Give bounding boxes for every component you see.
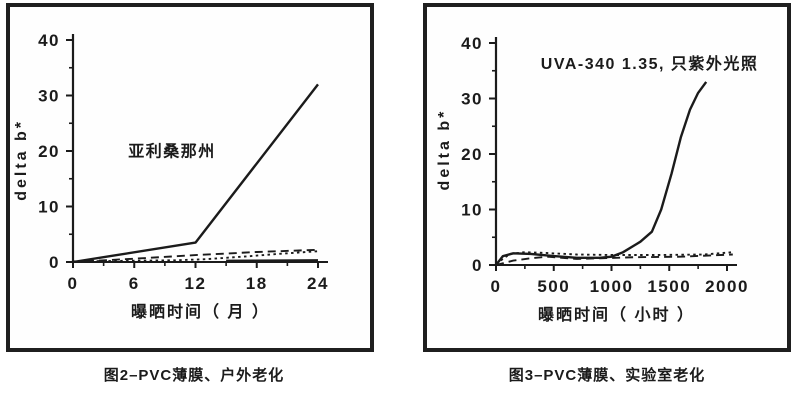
- x-tick-label: 0: [491, 277, 502, 296]
- x-tick-label: 6: [129, 274, 140, 293]
- figure-2-caption: 图2–PVC薄膜、户外老化: [103, 367, 285, 384]
- figure-3-caption: 图3–PVC薄膜、实验室老化: [508, 367, 706, 384]
- y-tick-label: 30: [461, 90, 483, 109]
- x-tick-label: 1500: [647, 277, 691, 296]
- y-tick-label: 40: [461, 34, 483, 53]
- y-tick-label: 30: [38, 87, 60, 106]
- x-axis-title: 曝晒时间（ 小时 ）: [538, 305, 695, 324]
- fig2-outdoor-aging-chart: 0 10 20 30 40 0 6 12 18 24 曝晒时间（ 月 ） delta b* 亚利桑那州: [13, 31, 329, 321]
- x-tick-label: 18: [246, 274, 268, 293]
- series-line-dashed-1: [72, 248, 319, 263]
- y-tick-label: 10: [38, 198, 60, 217]
- x-tick-label: 500: [537, 277, 570, 296]
- series-line-dotted-2: [72, 250, 319, 263]
- fig3-lab-aging-chart: 0 10 20 30 40 0 500 1000 1500 2000 曝晒时间（ 小时 ） delta…: [436, 34, 759, 324]
- x-tick-label: 1000: [590, 277, 634, 296]
- y-axis-title: delta b*: [13, 119, 30, 201]
- series-line-solid-3: [226, 259, 319, 262]
- series-annotation: UVA-340 1.35, 只紫外光照: [541, 54, 759, 73]
- x-tick-label: 12: [185, 274, 207, 293]
- y-tick-label: 0: [49, 253, 60, 272]
- x-tick-label: 0: [68, 274, 79, 293]
- series-line-solid-0: [72, 83, 319, 264]
- series-line-dashed-2: [495, 253, 733, 266]
- x-tick-label: 24: [307, 274, 329, 293]
- figure-2-outdoor-aging-panel: 0 10 20 30 40 0 6 12 18 24 曝晒时间（ 月 ） delta b* 亚利桑那州: [6, 3, 374, 352]
- y-tick-label: 0: [472, 256, 483, 275]
- y-tick-label: 20: [38, 142, 60, 161]
- x-axis-title: 曝晒时间（ 月 ）: [131, 302, 270, 321]
- y-tick-label: 10: [461, 201, 483, 220]
- series-line-solid-0: [495, 81, 708, 266]
- series-line-dotted-1: [495, 251, 733, 265]
- y-tick-label: 40: [38, 31, 60, 50]
- x-tick-label: 2000: [705, 277, 749, 296]
- figure-3-lab-aging-panel: 0 10 20 30 40 0 500 1000 1500 2000 曝晒时间（ 小时 ） delta…: [423, 3, 791, 352]
- y-axis-title: delta b*: [436, 109, 453, 191]
- series-annotation: 亚利桑那州: [128, 142, 216, 161]
- y-tick-label: 20: [461, 145, 483, 164]
